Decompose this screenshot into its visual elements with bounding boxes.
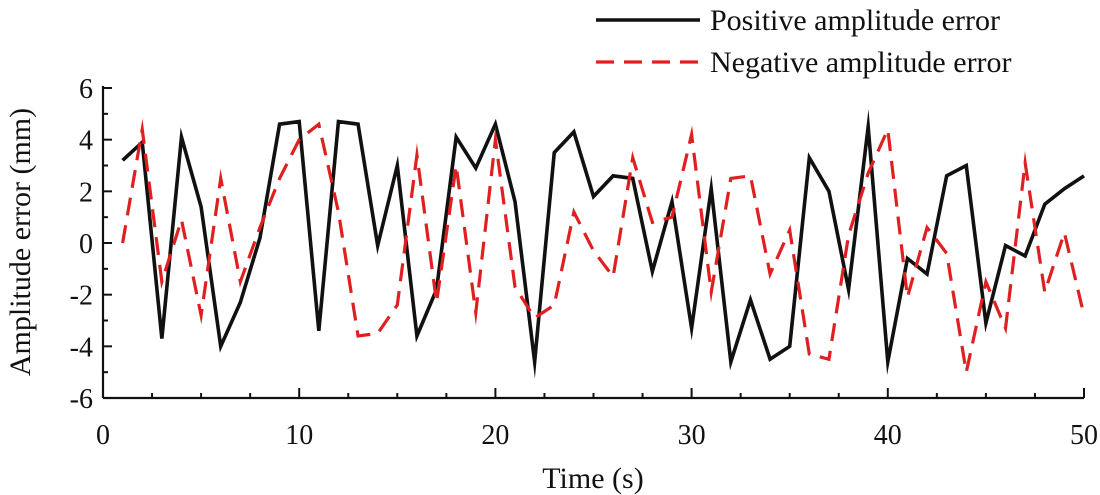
y-tick-label: 6 [79,74,93,105]
x-axis-title: Time (s) [542,462,643,495]
series-lines [121,109,1086,381]
y-axis-title: Amplitude error (mm) [4,108,37,376]
x-tick-label: 30 [678,420,706,451]
series-line-1 [121,109,1085,379]
series-line-2 [121,118,1086,381]
x-tick-label: 20 [481,420,509,451]
x-tick-label: 40 [874,420,902,451]
y-tick-label: 4 [79,126,93,157]
legend-label-1: Positive amplitude error [710,4,1000,37]
y-tick-label: 2 [79,177,93,208]
legend-label-2: Negative amplitude error [710,46,1012,79]
y-tick-label: -6 [70,384,93,415]
axes: -6 -4 -2 0 2 4 6 0 10 20 30 40 50 [70,74,1098,451]
y-tick-label: 0 [79,229,93,260]
y-tick-label: -2 [70,281,93,312]
x-tick-label: 50 [1070,420,1098,451]
x-tick-label: 0 [96,420,110,451]
legend: Positive amplitude error Negative amplitu… [596,4,1012,79]
y-tick-label: -4 [70,332,93,363]
x-tick-label: 10 [285,420,313,451]
